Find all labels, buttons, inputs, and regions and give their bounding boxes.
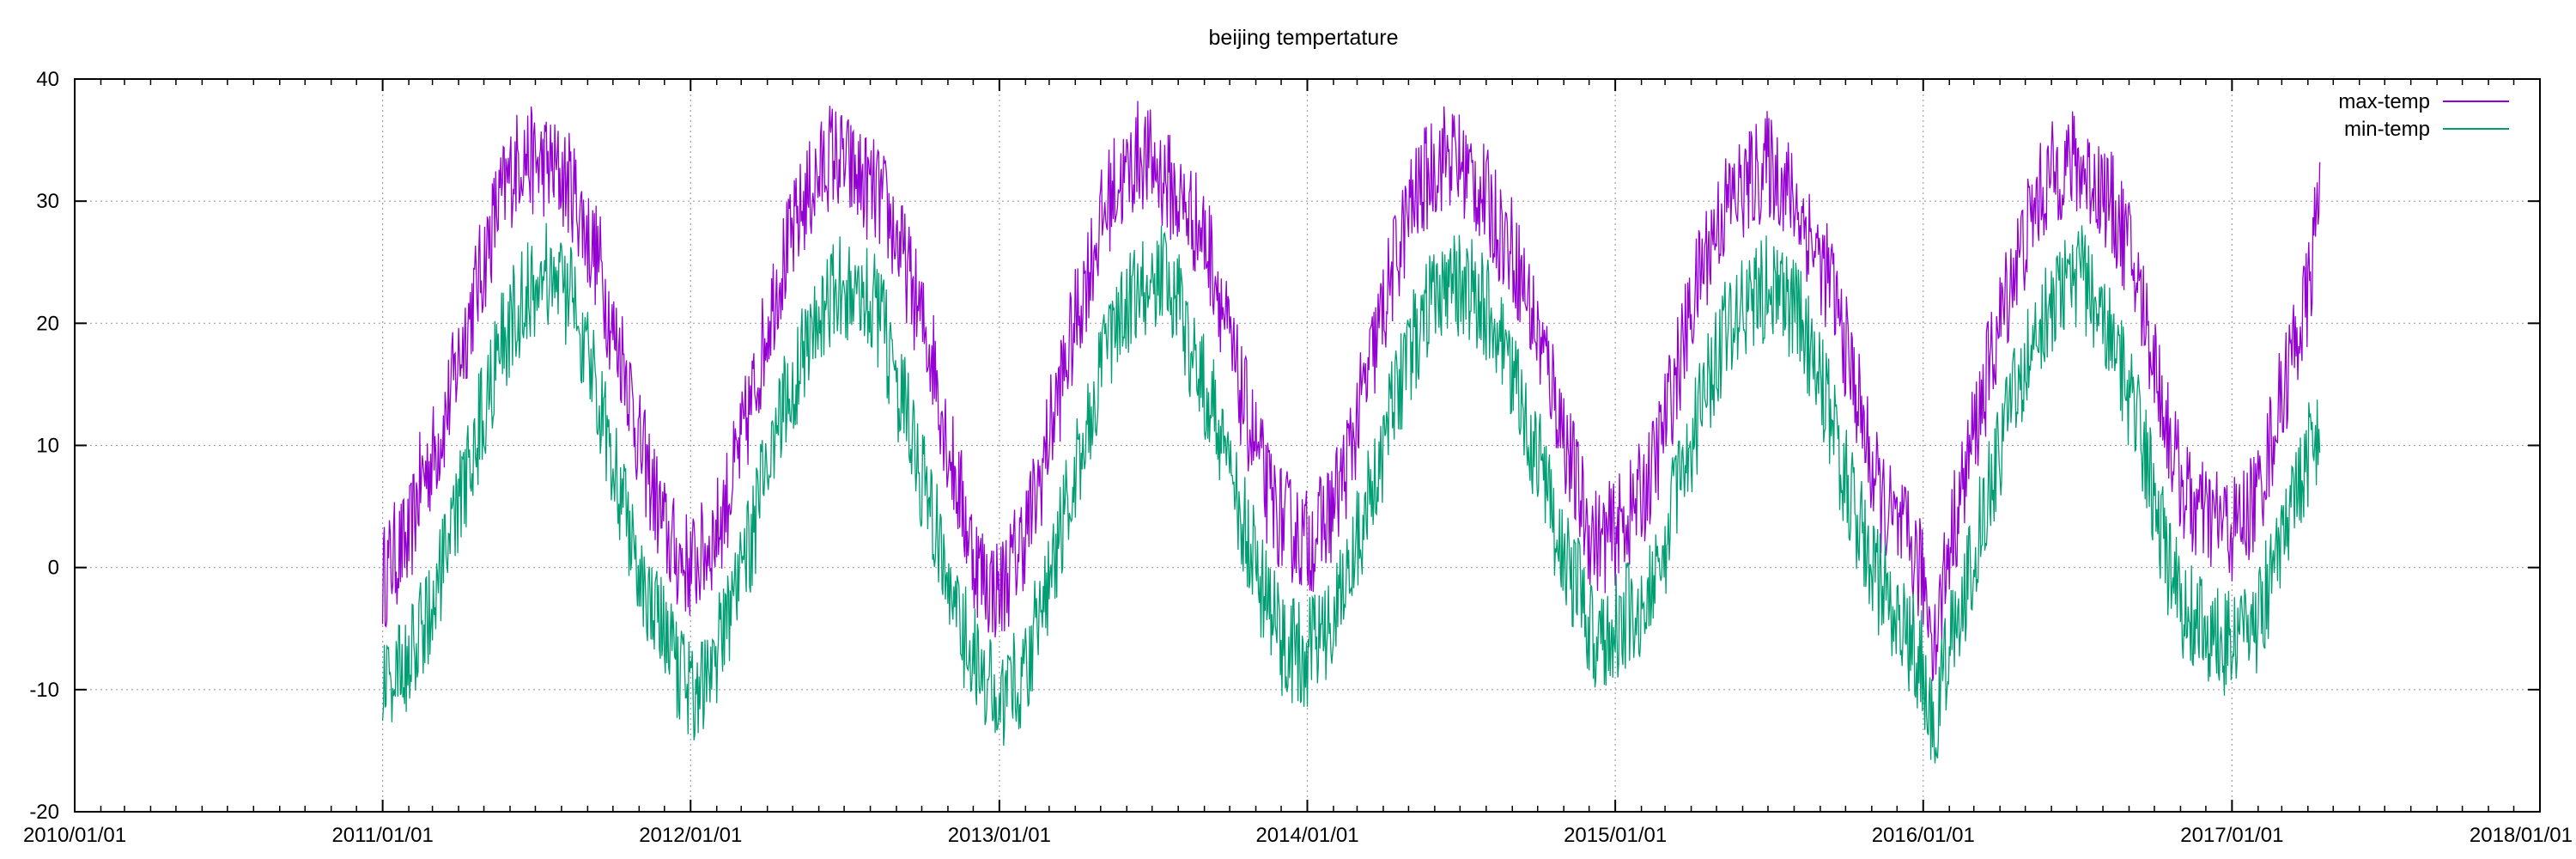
y-tick-label: -20 [29,801,59,824]
x-tick-label: 2017/01/01 [2180,824,2283,847]
legend-label: max-temp [2338,90,2430,113]
max-temp-line [381,101,2321,681]
x-tick-label: 2010/01/01 [23,824,126,847]
x-tick-label: 2016/01/01 [1872,824,1975,847]
x-tick-label: 2011/01/01 [331,824,433,847]
y-tick-label: 10 [36,435,59,458]
x-tick-label: 2013/01/01 [948,824,1051,847]
min-temp-line [381,222,2321,764]
legend: max-temp min-temp [2338,90,2509,141]
data-series [381,101,2321,764]
x-tick-label: 2014/01/01 [1255,824,1358,847]
x-tick-label: 2018/01/01 [2470,824,2573,847]
legend-label: min-temp [2344,118,2430,141]
chart-title: beijing tempertature [1209,26,1399,50]
y-tick-label: 0 [48,557,59,580]
x-tick-label: 2012/01/01 [639,824,742,847]
plot-border [74,78,2541,813]
y-tick-label: 30 [36,190,59,213]
y-tick-label: -10 [29,679,59,702]
y-tick-label: 40 [36,68,59,91]
axes: -20 -10 0 10 20 30 40 2010/01/01 2011/01/01 2012/… [23,68,2573,847]
y-tick-label: 20 [36,312,59,335]
x-tick-label: 2015/01/01 [1564,824,1667,847]
